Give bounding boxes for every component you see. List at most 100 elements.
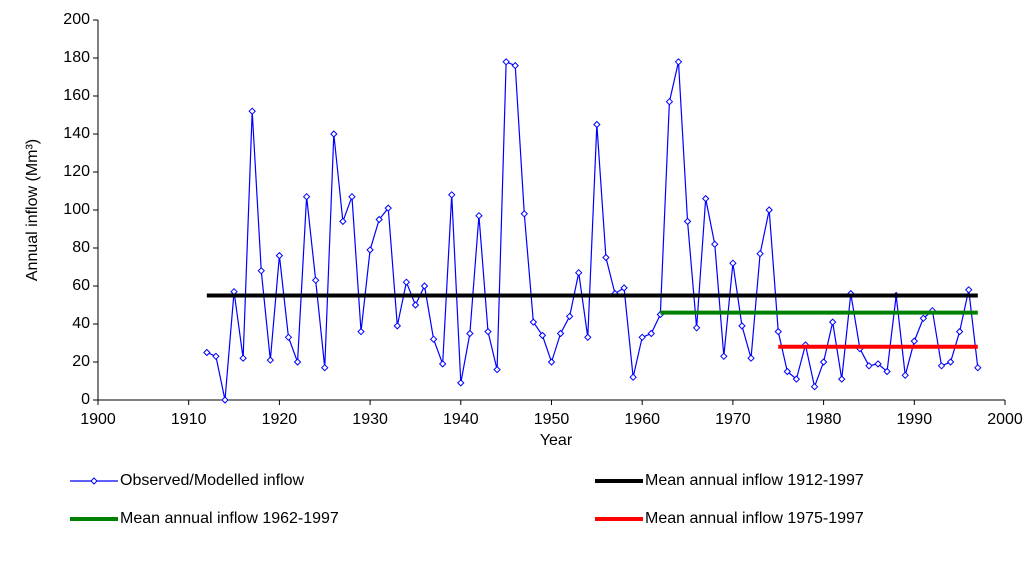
data-point — [593, 120, 601, 129]
y-tick-label: 60 — [72, 277, 90, 294]
y-tick-label: 100 — [63, 201, 90, 218]
data-point — [547, 358, 556, 366]
data-point — [520, 210, 528, 218]
data-point — [366, 246, 374, 254]
data-point — [420, 282, 429, 290]
x-tick-label: 1930 — [352, 411, 388, 428]
data-point — [810, 382, 819, 391]
data-point — [203, 348, 211, 357]
legend-label: Mean annual inflow 1975-1997 — [645, 510, 864, 527]
data-point — [774, 327, 782, 336]
data-point — [946, 358, 955, 366]
data-point — [556, 329, 565, 338]
data-point — [448, 191, 456, 199]
data-point — [937, 362, 946, 370]
y-tick-label: 80 — [72, 239, 90, 256]
data-point — [602, 253, 610, 262]
data-point — [747, 354, 755, 362]
data-point — [511, 61, 519, 70]
data-point — [720, 352, 728, 361]
data-point — [792, 375, 801, 383]
data-point — [683, 217, 692, 226]
data-point — [974, 363, 982, 372]
data-point — [838, 375, 846, 383]
data-point — [765, 206, 773, 214]
legend-label: Observed/Modelled inflow — [120, 472, 305, 489]
y-tick-label: 40 — [72, 315, 90, 332]
x-tick-label: 1910 — [171, 411, 207, 428]
data-point — [620, 284, 628, 292]
data-point — [357, 327, 365, 336]
data-point — [910, 337, 919, 345]
x-tick-label: 1950 — [534, 411, 570, 428]
data-point — [466, 329, 474, 338]
data-point — [874, 360, 882, 368]
legend-marker — [90, 477, 98, 485]
data-point — [901, 371, 909, 380]
data-point — [701, 194, 710, 203]
data-point — [375, 215, 383, 224]
data-point — [674, 58, 683, 66]
x-tick-label: 1940 — [443, 411, 479, 428]
data-point — [865, 362, 873, 370]
data-point — [529, 318, 538, 326]
data-point — [965, 286, 973, 294]
data-point — [411, 301, 420, 309]
data-point — [538, 331, 547, 340]
y-tick-label: 160 — [63, 87, 90, 104]
y-tick-label: 0 — [81, 391, 90, 408]
data-point — [828, 318, 837, 326]
data-point — [729, 259, 737, 267]
x-tick-label: 1900 — [80, 411, 116, 428]
data-point — [738, 322, 746, 330]
y-tick-label: 180 — [63, 49, 90, 66]
x-tick-label: 2000 — [987, 411, 1023, 428]
x-tick-label: 1980 — [806, 411, 842, 428]
data-point — [212, 352, 220, 361]
data-point — [819, 358, 828, 366]
data-point — [647, 329, 655, 338]
legend-label: Mean annual inflow 1962-1997 — [120, 510, 339, 527]
data-point — [665, 97, 674, 106]
data-point — [919, 314, 928, 323]
data-point — [502, 58, 510, 66]
data-point — [275, 251, 284, 260]
data-point — [484, 327, 492, 336]
x-tick-label: 1970 — [715, 411, 751, 428]
y-tick-label: 200 — [63, 11, 90, 28]
legend-label: Mean annual inflow 1912-1997 — [645, 472, 864, 489]
data-point — [629, 373, 637, 381]
x-tick-label: 1960 — [624, 411, 660, 428]
data-point — [284, 333, 293, 342]
data-line — [206, 60, 979, 401]
data-point — [311, 276, 320, 285]
x-tick-label: 1990 — [897, 411, 933, 428]
data-point — [402, 278, 411, 286]
x-axis-title: Year — [540, 432, 573, 449]
data-point — [475, 211, 483, 220]
data-point — [302, 192, 311, 201]
y-tick-label: 140 — [63, 125, 90, 142]
data-point — [638, 333, 646, 342]
data-point — [783, 367, 792, 376]
data-point — [584, 333, 592, 342]
data-point — [955, 327, 964, 336]
data-point — [221, 396, 229, 404]
data-point — [457, 379, 465, 387]
data-point — [393, 322, 402, 330]
data-point — [565, 312, 574, 321]
data-point — [348, 192, 356, 201]
data-point — [257, 267, 265, 275]
y-tick-label: 120 — [63, 163, 90, 180]
data-point — [692, 324, 701, 332]
data-point — [493, 365, 501, 374]
data-point — [438, 360, 447, 368]
data-point — [339, 217, 347, 226]
data-point — [239, 354, 247, 362]
y-axis-title: Annual inflow (Mm³) — [24, 139, 41, 281]
x-tick-label: 1920 — [262, 411, 298, 428]
data-point — [266, 356, 275, 364]
data-point — [429, 335, 438, 343]
data-point — [293, 358, 302, 366]
